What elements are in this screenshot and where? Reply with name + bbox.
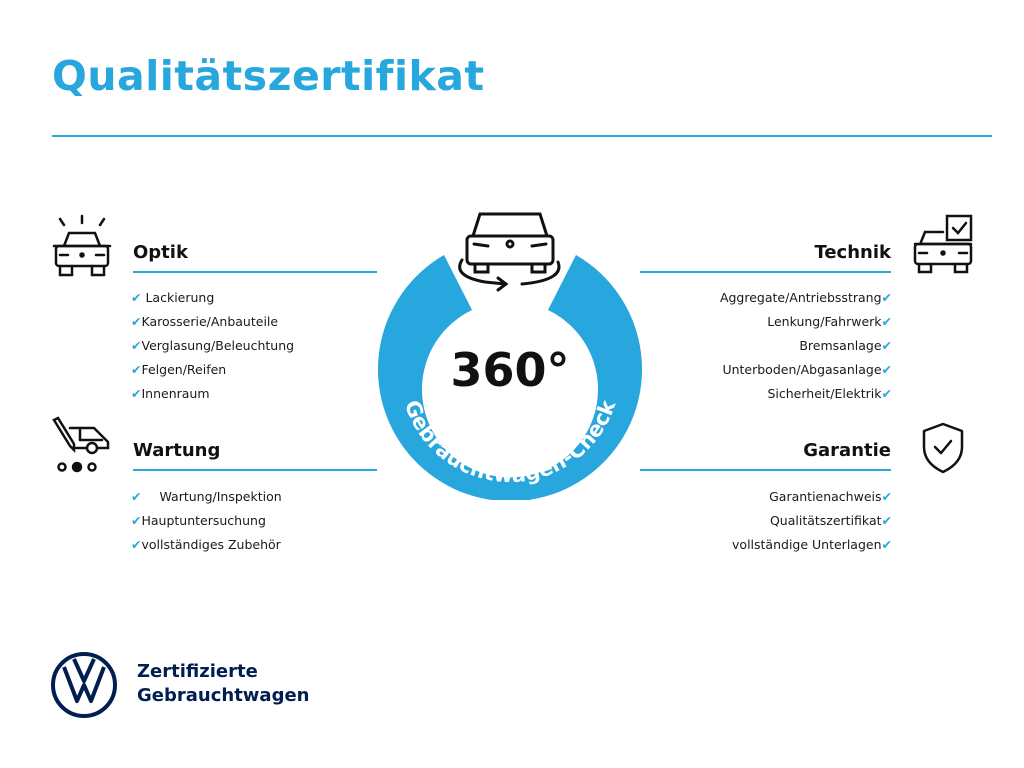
list-item: Lenkung/Fahrwerk✔ [767, 314, 892, 329]
technik-heading: Technik [814, 242, 891, 263]
brand-text: Zertifizierte Gebrauchtwagen [137, 661, 310, 706]
list-item: ✔Karosserie/Anbauteile [131, 314, 279, 329]
list-item: ✔Hauptuntersuchung [131, 513, 266, 528]
check-icon: ✔ [881, 290, 892, 305]
list-item: ✔ Wartung/Inspektion [131, 489, 282, 504]
list-item: ✔vollständiges Zubehör [131, 537, 281, 552]
list-item: ✔Innenraum [131, 386, 210, 401]
garantie-list: Garantienachweis✔ Qualitätszertifikat✔ v… [600, 485, 892, 557]
check-icon: ✔ [131, 386, 142, 401]
title-divider [52, 135, 992, 137]
badge-ring [378, 255, 642, 500]
wartung-list: ✔ Wartung/Inspektion ✔Hauptuntersuchung ✔… [131, 485, 282, 557]
optik-heading: Optik [133, 242, 188, 263]
list-item: ✔Felgen/Reifen [131, 362, 227, 377]
check-icon: ✔ [881, 314, 892, 329]
check-icon: ✔ [881, 338, 892, 353]
garantie-divider [640, 469, 891, 471]
list-item: Bremsanlage✔ [799, 338, 892, 353]
technik-divider [640, 271, 891, 273]
list-item: Unterboden/Abgasanlage✔ [722, 362, 892, 377]
check-icon: ✔ [131, 314, 142, 329]
check-icon: ✔ [131, 513, 142, 528]
check-icon: ✔ [131, 489, 142, 504]
list-item: vollständige Unterlagen✔ [732, 537, 892, 552]
check-icon: ✔ [131, 290, 142, 305]
car-rotate-icon [458, 212, 561, 292]
car-checklist-icon [911, 214, 975, 276]
garantie-heading: Garantie [803, 440, 891, 461]
check-icon: ✔ [881, 362, 892, 377]
badge-number: 360° [450, 343, 569, 397]
list-item: ✔Verglasung/Beleuchtung [131, 338, 295, 353]
wartung-divider [133, 469, 377, 471]
wartung-heading: Wartung [133, 440, 221, 461]
shield-check-icon [920, 421, 966, 475]
check-icon: ✔ [131, 338, 142, 353]
check-icon: ✔ [131, 537, 142, 552]
service-truck-icon [50, 416, 114, 474]
page-title: Qualitätszertifikat [52, 52, 485, 100]
car-lights-icon [50, 214, 114, 280]
technik-list: Aggregate/Antriebsstrang✔ Lenkung/Fahrwe… [600, 286, 892, 406]
check-icon: ✔ [881, 386, 892, 401]
list-item: Aggregate/Antriebsstrang✔ [719, 290, 892, 305]
check-icon: ✔ [881, 537, 892, 552]
list-item: Qualitätszertifikat✔ [769, 513, 892, 528]
optik-list: ✔ Lackierung ✔Karosserie/Anbauteile ✔Ver… [131, 286, 294, 406]
360-check-badge: 360° Gebrauchtwagen-Check [370, 200, 650, 500]
vw-logo [50, 651, 118, 719]
list-item: ✔ Lackierung [131, 290, 215, 305]
optik-divider [133, 271, 377, 273]
check-icon: ✔ [131, 362, 142, 377]
list-item: Sicherheit/Elektrik✔ [767, 386, 892, 401]
check-icon: ✔ [881, 513, 892, 528]
list-item: Garantienachweis✔ [769, 489, 892, 504]
check-icon: ✔ [881, 489, 892, 504]
